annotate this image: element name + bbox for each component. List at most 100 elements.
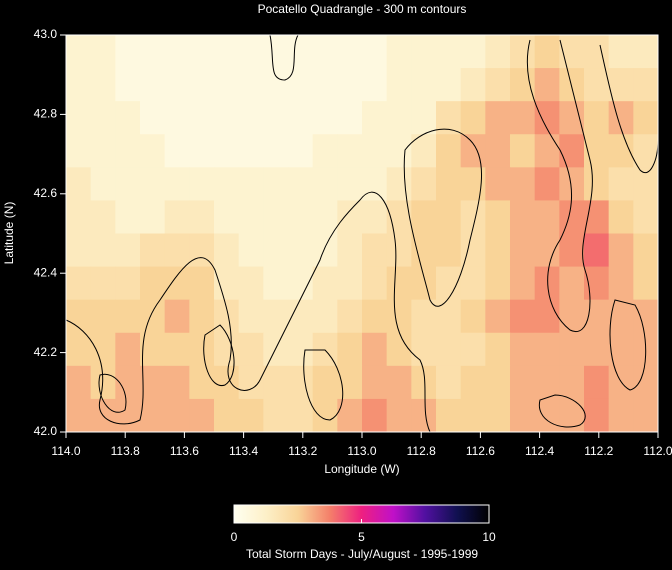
- contour: [65, 191, 431, 433]
- heatmap-cell: [411, 266, 437, 301]
- heatmap-cell: [411, 101, 437, 135]
- heatmap-cell: [238, 35, 264, 69]
- heatmap-cell: [337, 68, 363, 102]
- heatmap-cell: [164, 266, 190, 301]
- heatmap-cell: [362, 68, 388, 102]
- heatmap-cell: [164, 134, 190, 168]
- heatmap-cell: [263, 35, 289, 69]
- heatmap-cell: [460, 167, 486, 201]
- heatmap-cell: [460, 299, 486, 334]
- x-tick-label: 114.0: [51, 444, 80, 458]
- heatmap-cell: [386, 332, 412, 367]
- heatmap-cell: [66, 200, 92, 234]
- heatmap-cell: [312, 167, 338, 201]
- heatmap-cell: [263, 200, 289, 234]
- y-tick-label: 42.6: [34, 186, 58, 200]
- heatmap-cell: [559, 365, 585, 400]
- heatmap-cell: [510, 134, 536, 168]
- heatmap-cell: [214, 398, 240, 433]
- heatmap-cell: [436, 233, 462, 268]
- heatmap-cell: [362, 332, 388, 367]
- heatmap-cell: [633, 101, 659, 135]
- x-tick-label: 113.8: [111, 444, 140, 458]
- x-tick-label: 112.8: [407, 444, 436, 458]
- x-axis-label: Longitude (W): [324, 462, 399, 476]
- heatmap-cell: [436, 200, 462, 234]
- heatmap-cell: [510, 365, 536, 400]
- heatmap-cell: [140, 299, 166, 334]
- heatmap-cell: [90, 134, 116, 168]
- chart-title: Pocatello Quadrangle - 300 m contours: [258, 2, 467, 16]
- heatmap-cell: [238, 398, 264, 433]
- heatmap-cell: [337, 167, 363, 201]
- heatmap-cell: [90, 299, 116, 334]
- heatmap-cell: [164, 365, 190, 400]
- heatmap-cell: [485, 266, 511, 301]
- heatmap-cell: [534, 167, 560, 201]
- contour: [403, 128, 482, 307]
- heatmap-cell: [460, 101, 486, 135]
- heatmap-cell: [362, 101, 388, 135]
- heatmap-cell: [115, 101, 141, 135]
- heatmap-cell: [436, 35, 462, 69]
- heatmap-cell: [312, 35, 338, 69]
- y-axis-label: Latitude (N): [2, 202, 16, 265]
- heatmap-cell: [90, 35, 116, 69]
- heatmap-cell: [534, 233, 560, 268]
- heatmap-cell: [534, 200, 560, 234]
- heatmap-cell: [559, 332, 585, 367]
- heatmap-cell: [411, 167, 437, 201]
- heatmap-cell: [337, 299, 363, 334]
- y-tick-label: 42.8: [34, 107, 58, 121]
- heatmap-cell: [164, 233, 190, 268]
- heatmap-cell: [460, 332, 486, 367]
- heatmap-cell: [510, 200, 536, 234]
- contours: [65, 34, 659, 433]
- heatmap-cell: [189, 101, 215, 135]
- heatmap-cell: [337, 332, 363, 367]
- heatmap-cell: [559, 134, 585, 168]
- heatmap-cell: [312, 266, 338, 301]
- heatmap-cell: [485, 134, 511, 168]
- heatmap-cell: [140, 233, 166, 268]
- heatmap-cell: [312, 398, 338, 433]
- heatmap-cell: [164, 35, 190, 69]
- heatmap-cell: [510, 332, 536, 367]
- heatmap-cell: [584, 332, 610, 367]
- heatmap-cell: [386, 398, 412, 433]
- heatmap-cell: [90, 266, 116, 301]
- heatmap-cell: [386, 101, 412, 135]
- x-tick-label: 112.0: [643, 444, 672, 458]
- contour: [98, 373, 586, 428]
- heatmap-cell: [263, 266, 289, 301]
- heatmap-cell: [485, 398, 511, 433]
- heatmap-cell: [460, 398, 486, 433]
- heatmap-cell: [238, 167, 264, 201]
- heatmap-cell: [411, 299, 437, 334]
- heatmap-cell: [411, 134, 437, 168]
- heatmap-cell: [559, 266, 585, 301]
- heatmap-cell: [485, 332, 511, 367]
- heatmap-cell: [164, 332, 190, 367]
- y-tick-label: 42.4: [34, 265, 58, 279]
- heatmap-cell: [189, 233, 215, 268]
- colorbar-tick-label: 10: [482, 530, 496, 544]
- heatmap-cell: [238, 101, 264, 135]
- heatmap-cell: [288, 101, 314, 135]
- contour: [203, 324, 235, 386]
- heatmap-cell: [362, 266, 388, 301]
- contour: [599, 44, 659, 391]
- heatmap-cell: [90, 332, 116, 367]
- heatmap-cell: [559, 398, 585, 433]
- heatmap-cell: [510, 68, 536, 102]
- heatmap-cell: [608, 35, 634, 69]
- heatmap-cell: [238, 365, 264, 400]
- heatmap-cell: [485, 35, 511, 69]
- heatmap-cell: [633, 365, 659, 400]
- y-tick-label: 42.0: [34, 424, 58, 438]
- heatmap-cell: [460, 365, 486, 400]
- heatmap-cell: [214, 134, 240, 168]
- heatmap-cell: [436, 332, 462, 367]
- heatmap-cell: [214, 233, 240, 268]
